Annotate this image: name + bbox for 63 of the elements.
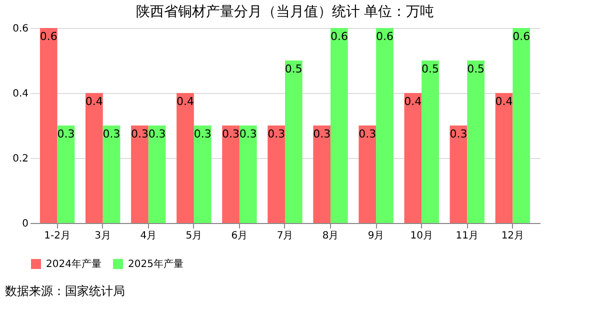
data-label: 0.3 bbox=[450, 128, 468, 140]
bar bbox=[313, 126, 331, 223]
x-tick-label: 5月 bbox=[186, 230, 202, 242]
bar bbox=[330, 28, 348, 223]
data-label: 0.3 bbox=[239, 128, 257, 140]
x-tick-label: 10月 bbox=[410, 230, 433, 242]
y-tick-label: 0.2 bbox=[12, 154, 28, 164]
x-tick-label: 1-2月 bbox=[44, 230, 70, 242]
data-label: 0.4 bbox=[495, 95, 513, 108]
y-tick-label: 0.6 bbox=[12, 24, 28, 34]
bar bbox=[176, 93, 194, 223]
data-label: 0.6 bbox=[330, 30, 348, 43]
data-label: 0.4 bbox=[404, 95, 422, 108]
bar bbox=[40, 28, 58, 223]
data-label: 0.6 bbox=[376, 30, 394, 43]
bar bbox=[148, 126, 166, 223]
data-label: 0.5 bbox=[422, 62, 440, 76]
x-tick-label: 7月 bbox=[276, 230, 294, 242]
data-label: 0.3 bbox=[130, 128, 148, 140]
data-label: 0.4 bbox=[176, 95, 194, 108]
x-tick-label: 12月 bbox=[501, 230, 524, 242]
source-note: 数据来源：国家统计局 bbox=[5, 284, 125, 298]
data-label: 0.6 bbox=[512, 30, 530, 43]
bar bbox=[131, 126, 148, 223]
bar bbox=[512, 28, 530, 223]
bar bbox=[222, 126, 240, 223]
bar bbox=[495, 93, 513, 223]
legend-label: 2024年产量 bbox=[46, 258, 102, 270]
bar bbox=[268, 126, 285, 223]
data-label: 0.3 bbox=[313, 128, 331, 140]
bar bbox=[194, 126, 212, 223]
bar bbox=[102, 126, 120, 223]
bar bbox=[376, 28, 394, 223]
x-tick-label: 6月 bbox=[231, 230, 248, 242]
x-tick-label: 9月 bbox=[368, 230, 384, 242]
data-label: 0.3 bbox=[194, 128, 212, 140]
bar bbox=[467, 60, 484, 223]
bar bbox=[239, 126, 257, 223]
x-tick-label: 4月 bbox=[140, 230, 157, 242]
data-label: 0.3 bbox=[102, 128, 120, 140]
y-tick-label: 0 bbox=[22, 218, 28, 230]
x-tick-label: 11月 bbox=[456, 230, 479, 242]
y-tick-label: 0.4 bbox=[12, 88, 28, 100]
x-tick-label: 3月 bbox=[94, 230, 112, 242]
data-label: 0.4 bbox=[85, 95, 103, 108]
data-label: 0.6 bbox=[40, 30, 58, 43]
bar bbox=[358, 126, 376, 223]
data-label: 0.5 bbox=[284, 62, 302, 76]
data-label: 0.3 bbox=[222, 128, 240, 140]
data-label: 0.3 bbox=[148, 128, 166, 140]
data-label: 0.3 bbox=[57, 128, 75, 140]
bar bbox=[57, 126, 75, 223]
data-label: 0.3 bbox=[268, 128, 286, 140]
bar bbox=[285, 60, 302, 223]
bar bbox=[86, 93, 103, 223]
legend-label: 2025年产量 bbox=[128, 258, 184, 270]
x-tick-label: 8月 bbox=[322, 230, 339, 242]
bar bbox=[422, 60, 439, 223]
data-label: 0.3 bbox=[358, 128, 376, 140]
bar bbox=[450, 126, 468, 223]
bar bbox=[404, 93, 422, 223]
data-label: 0.5 bbox=[467, 62, 485, 76]
chart-title: 陕西省铜材产量分月（当月值）统计 单位：万吨 bbox=[136, 4, 434, 20]
